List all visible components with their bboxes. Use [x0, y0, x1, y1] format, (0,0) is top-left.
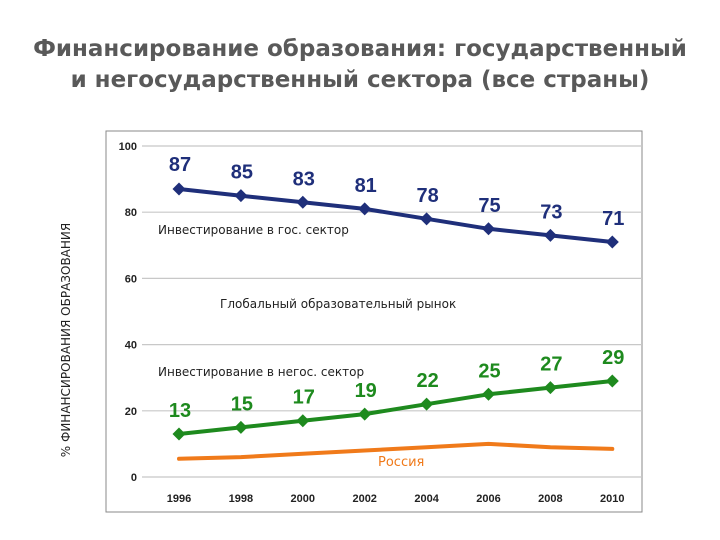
data-label: 78	[416, 185, 438, 207]
series-line-1	[177, 187, 615, 244]
y-tick-label: 100	[119, 141, 137, 153]
y-tick-label: 60	[125, 273, 137, 285]
data-point	[172, 182, 186, 196]
data-point	[420, 212, 434, 226]
annotation-label: Инвестирование в негос. сектор	[158, 365, 364, 379]
data-point	[296, 195, 310, 209]
chart-title-line-2: и негосударственный сектора (все страны)	[70, 67, 650, 93]
data-label: 17	[293, 387, 315, 409]
data-label: 22	[416, 370, 438, 392]
y-tick-label: 80	[125, 207, 137, 219]
data-label: 29	[602, 347, 624, 369]
data-point	[172, 427, 186, 441]
data-label: 73	[540, 201, 562, 223]
x-tick-label: 2000	[291, 493, 315, 505]
data-label: 71	[602, 208, 624, 230]
series-line-3	[177, 441, 615, 461]
data-point	[605, 374, 619, 388]
y-tick-labels: 0 20 40 60 80 100	[119, 141, 137, 484]
data-label: 81	[355, 175, 377, 197]
data-label: 15	[231, 393, 253, 415]
annotations: Инвестирование в гос. сектор Глобальный о…	[158, 223, 456, 470]
x-tick-label: 1998	[229, 493, 253, 505]
x-tick-label: 2002	[352, 493, 376, 505]
data-label: 13	[169, 400, 191, 422]
data-point	[358, 407, 372, 421]
data-label: 27	[540, 354, 562, 376]
data-point	[296, 414, 310, 428]
data-label: 25	[478, 360, 500, 382]
data-label: 83	[293, 168, 315, 190]
data-point	[482, 387, 495, 401]
x-tick-label: 1996	[167, 493, 191, 505]
data-label: 19	[355, 380, 377, 402]
data-point	[358, 202, 372, 216]
x-tick-label: 2010	[600, 493, 624, 505]
chart-title-line-1: Финансирование образования: государствен…	[33, 36, 687, 62]
annotation-label: Глобальный образовательный рынок	[220, 297, 456, 311]
series-markers	[172, 182, 619, 441]
x-tick-labels: 1996 1998 2000 2002 2004 2006 2008 2010	[167, 493, 625, 505]
x-tick-label: 2008	[538, 493, 562, 505]
series-line-2	[177, 379, 615, 436]
data-point	[234, 189, 248, 203]
series-lines	[177, 187, 615, 461]
data-point	[234, 420, 248, 434]
data-point	[605, 235, 619, 249]
y-tick-label: 40	[125, 340, 137, 352]
x-tick-label: 2006	[476, 493, 500, 505]
data-point	[482, 222, 495, 236]
y-tick-label: 20	[125, 406, 137, 418]
data-point	[543, 228, 557, 242]
chart-title: Финансирование образования: государствен…	[0, 34, 720, 96]
x-tick-label: 2004	[414, 493, 439, 505]
data-point	[420, 397, 434, 411]
data-point	[543, 381, 557, 395]
y-tick-label: 0	[131, 472, 137, 484]
data-label: 85	[231, 162, 253, 184]
annotation-label: Россия	[378, 455, 424, 470]
data-label: 87	[169, 154, 191, 176]
annotation-label: Инвестирование в гос. сектор	[158, 223, 349, 237]
data-labels: 87 85 83 81 78 75 73 71 13 15 17 19 22 25 27 29	[169, 154, 625, 422]
data-label: 75	[478, 195, 500, 217]
